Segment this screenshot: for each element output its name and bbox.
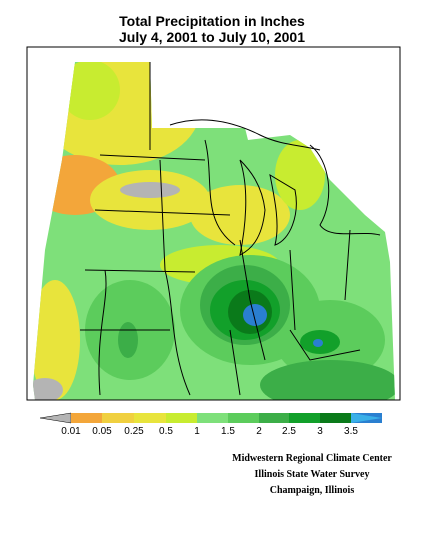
legend-label: 1 — [194, 426, 200, 437]
subtitle: July 4, 2001 to July 10, 2001 — [119, 29, 305, 45]
credit: Champaign, Illinois — [270, 485, 355, 496]
legend-label: 2 — [256, 426, 262, 437]
credit: Midwestern Regional Climate Center — [232, 453, 392, 464]
map — [26, 46, 401, 401]
legend-label: 2.5 — [282, 426, 296, 437]
legend: 0.01 0.05 0.25 0.5 1 1.5 2 2.5 3 3.5 — [39, 412, 382, 437]
legend-label: 1.5 — [221, 426, 235, 437]
title: Total Precipitation in Inches — [119, 13, 305, 29]
legend-label: 0.05 — [92, 426, 112, 437]
legend-label: 0.01 — [61, 426, 81, 437]
legend-label: 0.5 — [159, 426, 173, 437]
legend-label: 3.5 — [344, 426, 358, 437]
legend-label: 0.25 — [124, 426, 144, 437]
credit: Illinois State Water Survey — [255, 469, 370, 480]
legend-label: 3 — [317, 426, 323, 437]
